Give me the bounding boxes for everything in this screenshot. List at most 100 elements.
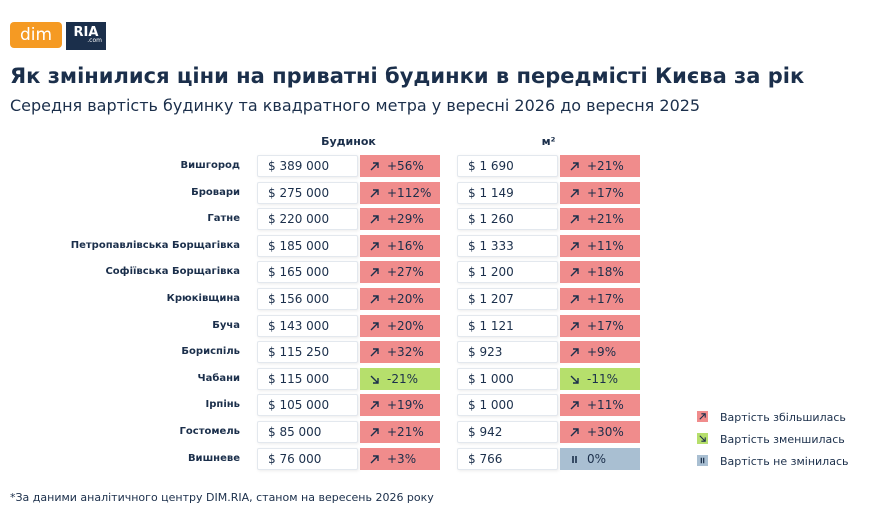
logo-ria: RIA .com: [66, 22, 106, 50]
change-cell: +17%: [560, 314, 640, 337]
trend-icon: [370, 454, 379, 464]
price-cell: $ 165 000: [257, 261, 358, 284]
trend-icon: [370, 295, 379, 304]
legend-item: Вартість зменшилась: [697, 433, 845, 446]
trend-icon: [700, 457, 705, 464]
change-cell: +21%: [560, 155, 640, 177]
legend-swatch: [697, 455, 708, 466]
trend-icon: [570, 295, 579, 304]
change-cell: +3%: [360, 447, 440, 470]
trend-icon: [370, 348, 379, 357]
legend-label: Вартість зменшилась: [720, 433, 845, 446]
trend-icon: [370, 188, 379, 198]
change-value: +56%: [387, 159, 424, 173]
trend-icon: [370, 242, 379, 251]
trend-icon: [570, 162, 579, 171]
change-cell: +9%: [560, 341, 640, 364]
row-name: Гатне: [207, 213, 240, 225]
price-cell: $ 115 250: [257, 341, 358, 364]
price-cell: $ 1 000: [457, 367, 558, 390]
trend-icon: [370, 268, 379, 277]
title: Як змінилися ціни на приватні будинки в …: [10, 64, 805, 88]
change-cell: +29%: [360, 208, 440, 231]
trend-icon: [570, 428, 579, 437]
change-cell: +11%: [560, 394, 640, 417]
price-cell: $ 1 260: [457, 208, 558, 231]
price-cell: $ 1 333: [457, 234, 558, 257]
row-name: Бровари: [191, 186, 240, 198]
row-name: Крюківщина: [166, 293, 240, 304]
change-cell: +21%: [560, 208, 640, 231]
change-cell: +112%: [360, 181, 440, 204]
row-name: Вишневе: [187, 452, 240, 464]
change-cell: +21%: [360, 421, 440, 443]
change-value: +3%: [387, 451, 417, 466]
trend-icon: [570, 348, 579, 357]
footnote: *За даними аналітичного центру DIM.RIA, …: [10, 491, 434, 504]
change-cell: -11%: [560, 367, 640, 390]
price-cell: $ 1 200: [457, 261, 558, 284]
change-value: +9%: [587, 345, 617, 360]
change-value: +11%: [587, 398, 624, 413]
trend-icon: [699, 435, 706, 442]
column-header: м²: [541, 135, 556, 148]
change-value: +11%: [587, 238, 624, 253]
price-cell: $ 766: [457, 447, 558, 470]
trend-icon: [370, 401, 379, 410]
row-name: Софіївська Борщагівка: [105, 266, 240, 278]
logo-ria-sub: .com: [87, 37, 102, 44]
change-cell: +20%: [360, 314, 440, 337]
row-name: Ірпінь: [205, 399, 240, 411]
change-cell: +18%: [560, 261, 640, 284]
change-value: -11%: [587, 371, 619, 386]
price-cell: $ 76 000: [257, 447, 358, 470]
price-cell: $ 1 690: [457, 155, 558, 177]
change-value: +27%: [387, 265, 424, 280]
change-value: 0%: [587, 451, 607, 466]
price-cell: $ 1 000: [457, 394, 558, 417]
trend-icon: [570, 188, 579, 198]
change-cell: +17%: [560, 181, 640, 204]
change-value: +17%: [587, 292, 624, 306]
logo-dim: dim: [10, 22, 62, 48]
legend-swatch: [697, 433, 708, 444]
trend-icon: [570, 321, 579, 331]
row-name: Чабани: [197, 372, 240, 384]
trend-icon: [570, 268, 579, 277]
legend-label: Вартість не змінилась: [720, 455, 849, 468]
change-cell: 0%: [560, 447, 640, 470]
row-name: Буча: [212, 319, 240, 331]
legend-item: Вартість збільшилась: [697, 411, 846, 424]
price-cell: $ 105 000: [257, 394, 358, 417]
trend-icon: [370, 215, 379, 224]
price-cell: $ 1 121: [457, 314, 558, 337]
change-cell: +20%: [360, 288, 440, 310]
change-cell: -21%: [360, 367, 440, 390]
trend-icon: [370, 375, 379, 384]
change-value: +29%: [387, 212, 424, 227]
row-name: Вишгород: [180, 160, 240, 171]
change-cell: +17%: [560, 288, 640, 310]
change-cell: +11%: [560, 234, 640, 257]
price-cell: $ 143 000: [257, 314, 358, 337]
change-value: +20%: [387, 292, 424, 306]
change-value: +21%: [587, 212, 624, 227]
price-cell: $ 85 000: [257, 421, 358, 443]
trend-icon: [370, 162, 379, 171]
legend-item: Вартість не змінилась: [697, 455, 848, 468]
change-cell: +56%: [360, 155, 440, 177]
change-value: +18%: [587, 265, 624, 280]
row-name: Гостомель: [179, 426, 240, 437]
change-cell: +27%: [360, 261, 440, 284]
price-cell: $ 275 000: [257, 181, 358, 204]
price-cell: $ 156 000: [257, 288, 358, 310]
change-cell: +16%: [360, 234, 440, 257]
change-value: +32%: [387, 345, 424, 360]
trend-icon: [570, 401, 579, 410]
price-cell: $ 1 149: [457, 181, 558, 204]
column-header: Будинок: [321, 135, 376, 148]
change-value: +17%: [587, 318, 624, 333]
trend-icon: [570, 215, 579, 224]
change-value: +21%: [387, 425, 424, 439]
